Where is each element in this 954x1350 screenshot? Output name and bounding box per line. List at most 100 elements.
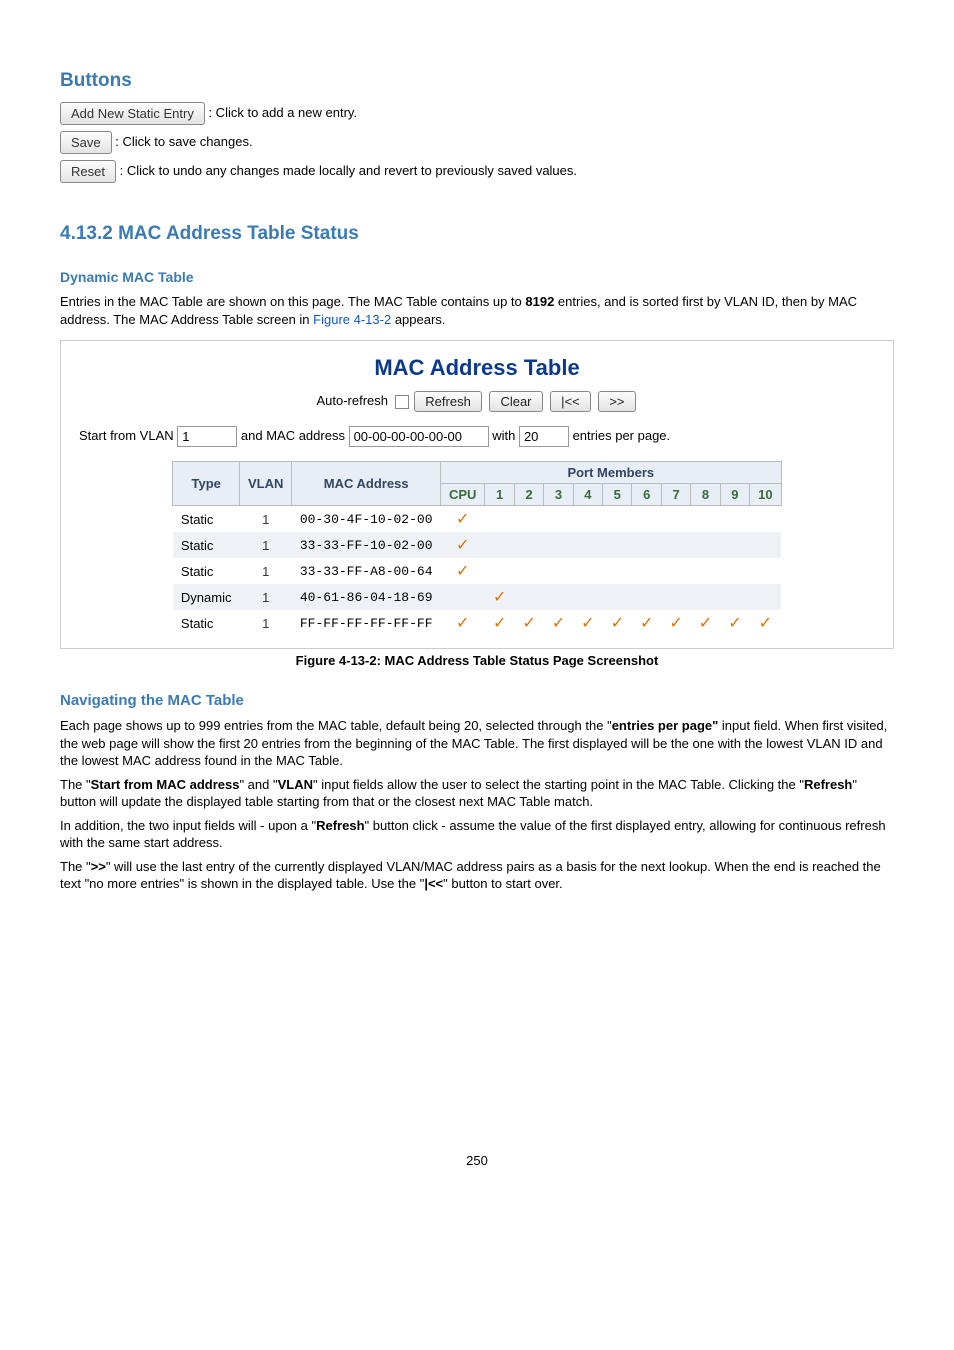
with-label: with xyxy=(492,428,515,443)
check-icon: ✓ xyxy=(552,615,565,632)
reset-desc: : Click to undo any changes made locally… xyxy=(120,163,577,178)
check-icon: ✓ xyxy=(456,563,469,580)
reset-button[interactable]: Reset xyxy=(60,160,116,183)
auto-refresh-label: Auto-refresh xyxy=(316,393,388,408)
col-cpu: CPU xyxy=(441,484,485,506)
save-line: Save : Click to save changes. xyxy=(60,131,894,154)
cell-port xyxy=(691,584,720,610)
cell-port xyxy=(485,558,514,584)
nav-p1-bold: entries per page" xyxy=(612,718,719,733)
cell-mac: FF-FF-FF-FF-FF-FF xyxy=(292,610,441,636)
col-type: Type xyxy=(173,462,240,506)
col-9: 9 xyxy=(720,484,749,506)
add-new-static-entry-button[interactable]: Add New Static Entry xyxy=(60,102,205,125)
cell-port: ✓ xyxy=(441,506,485,533)
add-desc: : Click to add a new entry. xyxy=(208,105,357,120)
cell-port xyxy=(632,584,661,610)
cell-port xyxy=(573,532,602,558)
cell-port xyxy=(603,558,632,584)
nav-p2: The "Start from MAC address" and "VLAN" … xyxy=(60,776,894,811)
check-icon: ✓ xyxy=(699,615,712,632)
col-1: 1 xyxy=(485,484,514,506)
cell-port xyxy=(720,584,749,610)
cell-port xyxy=(661,506,690,533)
nav-p2-f: Refresh xyxy=(804,777,852,792)
next-page-button[interactable]: >> xyxy=(598,391,635,412)
cell-port xyxy=(514,532,543,558)
start-row: Start from VLAN 1 and MAC address 00-00-… xyxy=(79,426,875,447)
intro-paragraph: Entries in the MAC Table are shown on th… xyxy=(60,293,894,328)
clear-button[interactable]: Clear xyxy=(489,391,542,412)
col-8: 8 xyxy=(691,484,720,506)
check-icon: ✓ xyxy=(611,615,624,632)
col-2: 2 xyxy=(514,484,543,506)
cell-vlan: 1 xyxy=(239,506,291,533)
cell-port xyxy=(691,532,720,558)
cell-port xyxy=(514,506,543,533)
section-heading-buttons: Buttons xyxy=(60,70,894,92)
nav-p4: The ">>" will use the last entry of the … xyxy=(60,858,894,893)
auto-refresh-checkbox[interactable] xyxy=(395,395,409,409)
nav-p4-e: " button to start over. xyxy=(443,876,563,891)
cell-port: ✓ xyxy=(485,584,514,610)
save-button[interactable]: Save xyxy=(60,131,112,154)
start-from-vlan-label: Start from VLAN xyxy=(79,428,174,443)
cell-port xyxy=(720,532,749,558)
cell-port xyxy=(691,558,720,584)
cell-port: ✓ xyxy=(514,610,543,636)
check-icon: ✓ xyxy=(456,537,469,554)
start-from-vlan-input[interactable]: 1 xyxy=(177,426,237,447)
nav-p2-a: The " xyxy=(60,777,91,792)
cell-port xyxy=(750,532,781,558)
col-10: 10 xyxy=(750,484,781,506)
cell-port: ✓ xyxy=(485,610,514,636)
nav-p1: Each page shows up to 999 entries from t… xyxy=(60,717,894,770)
cell-port xyxy=(573,506,602,533)
cell-port: ✓ xyxy=(441,558,485,584)
nav-p4-d: |<< xyxy=(424,876,443,891)
cell-port xyxy=(485,532,514,558)
cell-type: Dynamic xyxy=(173,584,240,610)
first-page-button[interactable]: |<< xyxy=(550,391,591,412)
cell-port xyxy=(544,558,573,584)
check-icon: ✓ xyxy=(456,511,469,528)
entries-per-page-label: entries per page. xyxy=(573,428,671,443)
nav-p1-pre: Each page shows up to 999 entries from t… xyxy=(60,718,612,733)
check-icon: ✓ xyxy=(640,615,653,632)
cell-port xyxy=(441,584,485,610)
cell-port xyxy=(514,584,543,610)
cell-type: Static xyxy=(173,558,240,584)
mac-address-input[interactable]: 00-00-00-00-00-00 xyxy=(349,426,489,447)
cell-port xyxy=(720,506,749,533)
and-mac-label: and MAC address xyxy=(241,428,345,443)
check-icon: ✓ xyxy=(669,615,682,632)
cell-port xyxy=(544,584,573,610)
col-4: 4 xyxy=(573,484,602,506)
figure-title: MAC Address Table xyxy=(79,355,875,381)
refresh-button[interactable]: Refresh xyxy=(414,391,482,412)
cell-port xyxy=(603,584,632,610)
cell-port: ✓ xyxy=(441,532,485,558)
entries-per-page-input[interactable]: 20 xyxy=(519,426,569,447)
cell-port: ✓ xyxy=(441,610,485,636)
table-row: Static1FF-FF-FF-FF-FF-FF✓✓✓✓✓✓✓✓✓✓✓ xyxy=(173,610,781,636)
cell-port xyxy=(661,558,690,584)
cell-port xyxy=(632,506,661,533)
nav-p2-d: VLAN xyxy=(278,777,313,792)
reset-line: Reset : Click to undo any changes made l… xyxy=(60,160,894,183)
cell-port xyxy=(720,558,749,584)
figure-box: MAC Address Table Auto-refresh Refresh C… xyxy=(60,340,894,649)
nav-p4-b: >> xyxy=(91,859,106,874)
nav-p4-a: The " xyxy=(60,859,91,874)
intro-bold: 8192 xyxy=(525,294,554,309)
cell-port xyxy=(691,506,720,533)
nav-p3-a: In addition, the two input fields will -… xyxy=(60,818,316,833)
cell-port: ✓ xyxy=(661,610,690,636)
figure-caption: Figure 4-13-2: MAC Address Table Status … xyxy=(60,653,894,668)
check-icon: ✓ xyxy=(581,615,594,632)
nav-p2-e: " input fields allow the user to select … xyxy=(313,777,804,792)
cell-port: ✓ xyxy=(750,610,781,636)
caption-pre: Figure 4-13-2: xyxy=(296,653,381,668)
intro-link[interactable]: Figure 4-13-2 xyxy=(313,312,391,327)
nav-p3-b: Refresh xyxy=(316,818,364,833)
